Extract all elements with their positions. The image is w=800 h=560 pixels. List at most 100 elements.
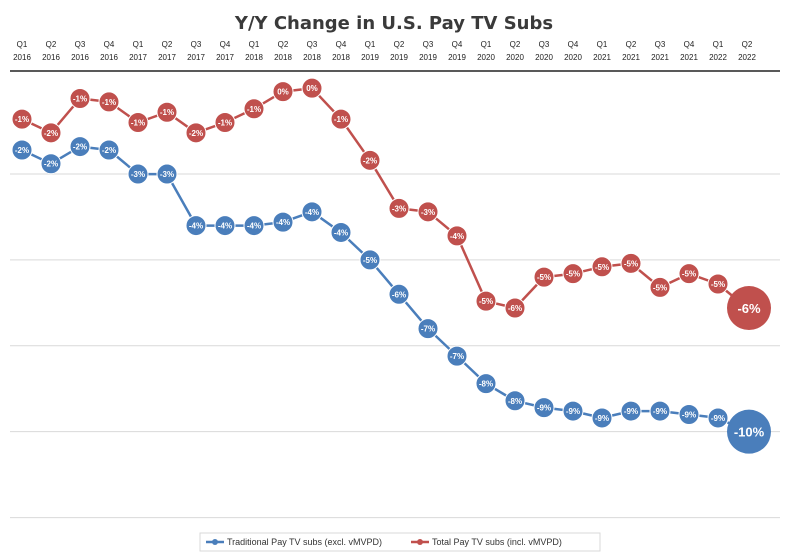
data-label: -3% — [392, 204, 406, 213]
x-tick-label-year: 2019 — [361, 53, 379, 62]
x-tick-label: Q3 — [655, 40, 666, 49]
data-label: -6% — [737, 301, 761, 316]
data-point — [359, 249, 381, 271]
data-label: -2% — [44, 160, 58, 169]
data-label: -2% — [363, 156, 377, 165]
data-label: -9% — [537, 404, 551, 413]
x-tick-label: Q4 — [220, 40, 231, 49]
data-point — [11, 108, 33, 130]
data-point — [678, 404, 700, 426]
data-point — [707, 273, 729, 295]
data-point — [243, 215, 265, 237]
data-label: -2% — [15, 146, 29, 155]
data-point — [388, 283, 410, 305]
data-point — [591, 407, 613, 429]
data-point — [127, 163, 149, 185]
data-label: -5% — [653, 283, 667, 292]
data-point — [475, 373, 497, 395]
x-tick-label-year: 2019 — [419, 53, 437, 62]
x-tick-label-year: 2021 — [622, 53, 640, 62]
data-point — [388, 197, 410, 219]
data-point — [727, 409, 771, 454]
data-label: -2% — [73, 143, 87, 152]
data-point — [417, 318, 439, 340]
data-label: -3% — [131, 170, 145, 179]
data-point — [272, 211, 294, 233]
data-label: -6% — [508, 304, 522, 313]
x-tick-label: Q2 — [510, 40, 521, 49]
data-point — [11, 139, 33, 161]
data-label: -3% — [421, 208, 435, 217]
data-label: -1% — [160, 108, 174, 117]
data-label: -6% — [392, 290, 406, 299]
data-point — [98, 139, 120, 161]
x-tick-label-year: 2018 — [303, 53, 321, 62]
legend-marker-total — [417, 539, 423, 545]
x-tick-label: Q1 — [713, 40, 724, 49]
data-point — [214, 112, 236, 134]
data-point — [156, 101, 178, 123]
x-tick-label: Q3 — [75, 40, 86, 49]
data-point — [214, 215, 236, 237]
data-point — [330, 108, 352, 130]
data-label: -5% — [566, 270, 580, 279]
x-tick-label-year: 2021 — [651, 53, 669, 62]
x-tick-label: Q4 — [684, 40, 695, 49]
x-tick-label: Q1 — [249, 40, 260, 49]
x-tick-label: Q1 — [481, 40, 492, 49]
x-tick-label-year: 2016 — [100, 53, 118, 62]
data-label: -7% — [450, 352, 464, 361]
x-tick-label-year: 2016 — [42, 53, 60, 62]
data-point — [533, 397, 555, 419]
data-point — [301, 77, 323, 99]
data-label: -1% — [334, 115, 348, 124]
data-label: -5% — [595, 263, 609, 272]
data-point — [649, 276, 671, 298]
data-label: -4% — [189, 222, 203, 231]
data-label: -2% — [189, 129, 203, 138]
data-label: -8% — [508, 397, 522, 406]
x-tick-label: Q2 — [394, 40, 405, 49]
x-tick-label-year: 2017 — [216, 53, 234, 62]
x-tick-label: Q2 — [742, 40, 753, 49]
x-tick-label-year: 2017 — [187, 53, 205, 62]
x-tick-label-year: 2020 — [506, 53, 524, 62]
data-label: -1% — [102, 98, 116, 107]
data-label: -1% — [73, 94, 87, 103]
x-tick-label-year: 2022 — [709, 53, 727, 62]
x-tick-label-year: 2018 — [245, 53, 263, 62]
x-tick-label-year: 2020 — [477, 53, 495, 62]
x-tick-label-year: 2021 — [593, 53, 611, 62]
x-tick-label-year: 2017 — [129, 53, 147, 62]
data-point — [272, 81, 294, 103]
data-label: -4% — [305, 208, 319, 217]
x-tick-label: Q1 — [597, 40, 608, 49]
series-traditional: -2% -2% -2% -2% -3% -3% -4% -4% -4% -4% -4% -4% -5% -… — [11, 136, 771, 454]
x-tick-label-year: 2020 — [535, 53, 553, 62]
x-tick-label: Q3 — [191, 40, 202, 49]
data-label: -5% — [624, 259, 638, 268]
legend-label-total: Total Pay TV subs (incl. vMVPD) — [432, 537, 562, 547]
data-point — [127, 112, 149, 134]
data-label: -5% — [682, 270, 696, 279]
data-point — [359, 149, 381, 171]
series-layer: -2%-2%-2% -2%-3% -3%-4% -4% -4% -4%-4%-4%-5%-… — [11, 77, 771, 454]
x-tick-label: Q2 — [162, 40, 173, 49]
x-tick-label: Q4 — [104, 40, 115, 49]
x-tick-label-year: 2022 — [738, 53, 756, 62]
data-label: -4% — [276, 218, 290, 227]
data-label: 0% — [306, 84, 318, 93]
x-tick-label: Q4 — [568, 40, 579, 49]
data-point — [707, 407, 729, 429]
data-point — [649, 400, 671, 422]
x-tick-label: Q3 — [423, 40, 434, 49]
data-point — [591, 256, 613, 278]
data-point — [620, 252, 642, 274]
x-tick-label: Q2 — [46, 40, 57, 49]
legend-label-traditional: Traditional Pay TV subs (excl. vMVPD) — [227, 537, 382, 547]
data-label: -1% — [218, 119, 232, 128]
data-point — [185, 122, 207, 144]
x-tick-label: Q3 — [307, 40, 318, 49]
